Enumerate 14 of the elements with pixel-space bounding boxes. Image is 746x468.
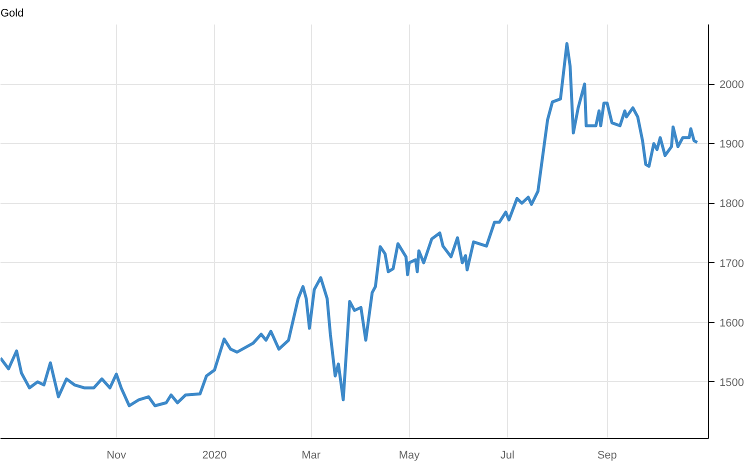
y-tick-label: 1800 xyxy=(720,198,744,210)
x-tick-label: Mar xyxy=(302,450,321,462)
line-series xyxy=(0,42,699,408)
y-tick-label: 1500 xyxy=(720,376,744,389)
chart-title: Gold xyxy=(0,8,24,20)
x-tick-label: Jul xyxy=(500,450,514,462)
y-tick-label: 2000 xyxy=(720,79,744,92)
x-tick-label: 2020 xyxy=(202,450,227,462)
y-tick-label: 1600 xyxy=(720,317,744,330)
x-tick-label: Nov xyxy=(106,450,127,462)
x-tick-label: Sep xyxy=(597,450,617,462)
x-tick-label: May xyxy=(398,450,420,462)
y-tick-label: 1900 xyxy=(720,138,744,151)
y-tick-label: 1700 xyxy=(720,258,744,270)
